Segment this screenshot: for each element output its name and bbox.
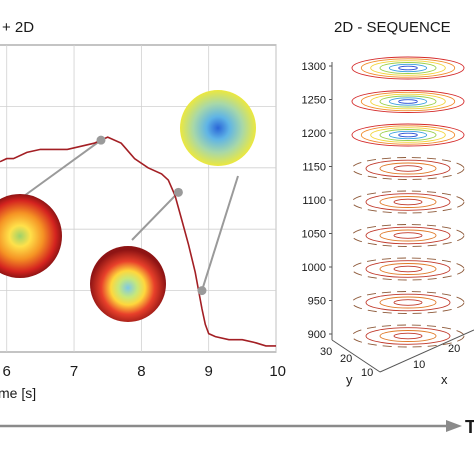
- y-axis-label: y: [346, 372, 353, 387]
- annotation-marker: [173, 187, 183, 197]
- x-axis-label: x: [441, 372, 448, 387]
- y-tick-1: 30: [320, 346, 332, 358]
- z-tick-label: 1100: [302, 195, 326, 207]
- x-tick-label: 7: [70, 363, 78, 380]
- contour-layer: [351, 190, 465, 214]
- x-tick-label: 10: [269, 363, 286, 380]
- z-tick-label: 1300: [302, 61, 326, 73]
- x-tick-1: 10: [413, 359, 425, 371]
- left-plot: 6 7 8 9 10: [0, 44, 286, 380]
- annotation-connector: [131, 191, 180, 241]
- heatmap-image-top: [180, 90, 256, 166]
- annotation-connector: [23, 139, 102, 197]
- annotation-connectors: [23, 139, 239, 291]
- left-panel-title: + 2D: [2, 19, 34, 36]
- contour-layer: [351, 123, 465, 147]
- contour-layer: [351, 324, 465, 348]
- series-line: [0, 136, 276, 347]
- contour-stack-plot: 1300 1250 1200 1150 1100 1050 1000 950 900 30 20…: [302, 56, 474, 387]
- right-panel-title: 2D - SEQUENCE: [334, 19, 451, 36]
- z-tick-label: 1150: [302, 162, 326, 174]
- annotation-marker: [197, 286, 207, 296]
- z-tick-label: 900: [308, 329, 326, 341]
- arrow-head-icon: [446, 420, 462, 432]
- x-tick-label: 6: [3, 363, 11, 380]
- x-axis-base: [379, 329, 474, 373]
- annotation-marker: [96, 135, 106, 145]
- contour-layers: [351, 56, 465, 348]
- annotation-markers: [96, 135, 207, 296]
- z-tick-label: 1200: [302, 128, 326, 140]
- time-arrow-label: T: [465, 417, 474, 437]
- contour-layer: [351, 257, 465, 281]
- z-tick-label: 1000: [302, 262, 326, 274]
- x-tick-label: 8: [137, 363, 145, 380]
- x-tick-label: 9: [205, 363, 213, 380]
- z-tick-label: 950: [308, 296, 326, 308]
- heatmap-image-left: [0, 194, 62, 278]
- y-tick-3: 10: [361, 367, 373, 379]
- annotation-connector: [200, 175, 239, 291]
- contour-layer: [351, 90, 465, 113]
- contour-layer: [351, 224, 465, 247]
- x-axis-label: me [s]: [0, 385, 36, 401]
- z-tick-labels: 1300 1250 1200 1150 1100 1050 1000 950 900: [302, 61, 332, 341]
- heatmap-image-middle: [90, 246, 166, 322]
- z-tick-label: 1050: [302, 229, 326, 241]
- contour-layer: [351, 157, 465, 180]
- x-tick-2: 20: [448, 343, 460, 355]
- z-tick-label: 1250: [302, 95, 326, 107]
- contour-layer: [351, 56, 465, 80]
- y-axis-base: [331, 339, 381, 373]
- y-tick-2: 20: [340, 353, 352, 365]
- time-arrow: [0, 420, 462, 432]
- contour-layer: [351, 291, 465, 314]
- x-tick-labels: 6 7 8 9 10: [3, 363, 286, 380]
